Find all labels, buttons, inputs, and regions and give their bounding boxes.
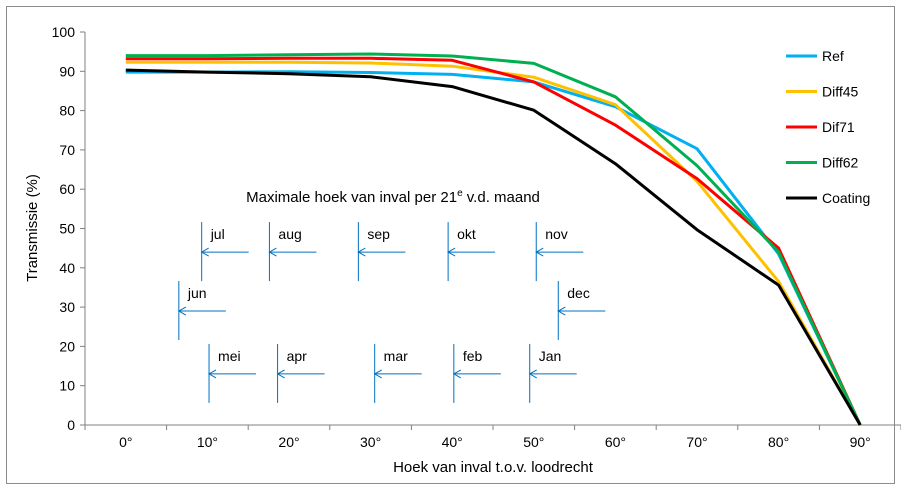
month-marker: mei [208, 343, 257, 403]
month-marker-arrow-head [528, 369, 537, 379]
series-lines [125, 52, 862, 426]
month-marker-arrow-head [557, 306, 566, 316]
month-marker: mar [373, 343, 422, 403]
month-marker: jun [177, 281, 226, 341]
y-tick-label: 90 [59, 63, 75, 79]
legend-item: Diff45 [786, 84, 859, 100]
month-marker-arrow-head [208, 369, 217, 379]
legend-item: Dif71 [786, 119, 855, 135]
y-tick-label: 50 [59, 221, 75, 237]
legend-label: Ref [822, 48, 844, 64]
series-line-diff62 [125, 52, 862, 426]
series-line-coating [125, 68, 862, 426]
y-tick-label: 20 [59, 338, 75, 354]
y-axis-label: Transmissie (%) [24, 174, 41, 282]
month-marker-arrow-head [200, 247, 209, 257]
month-marker-label: mei [218, 348, 241, 364]
month-marker-label: Jan [539, 348, 562, 364]
legend-label: Dif71 [822, 119, 855, 135]
y-tick-label: 70 [59, 142, 75, 158]
y-tick-label: 0 [67, 417, 75, 433]
x-tick-label: 50° [523, 434, 544, 450]
month-marker-label: aug [278, 226, 301, 242]
month-marker-label: okt [457, 226, 476, 242]
x-axis-label: Hoek van inval t.o.v. loodrecht [393, 459, 594, 476]
month-marker-arrow-head [177, 306, 187, 316]
y-tick-label: 80 [59, 103, 75, 119]
legend-item: Diff62 [786, 155, 859, 171]
legend: Ref Diff45 Dif71 Diff62 Coating [786, 48, 870, 206]
month-marker: sep [357, 222, 406, 282]
legend-item: Ref [786, 48, 844, 64]
month-marker-arrow-head [535, 247, 544, 257]
legend-label: Coating [822, 190, 870, 206]
month-marker: aug [268, 222, 317, 282]
x-tick-label: 30° [360, 434, 381, 450]
y-tick-label: 40 [59, 260, 75, 276]
x-tick-label: 60° [605, 434, 626, 450]
y-tick-label: 30 [59, 299, 75, 315]
series-line-dif71 [125, 56, 862, 426]
legend-label: Diff62 [822, 155, 859, 171]
month-marker-arrow-head [452, 369, 462, 379]
series-line-diff45 [125, 60, 862, 426]
y-tick-label: 100 [52, 24, 76, 40]
month-marker-arrow-head [276, 369, 285, 379]
month-marker-arrow-head [447, 247, 456, 257]
y-tick-label: 60 [59, 181, 75, 197]
month-marker: apr [276, 343, 325, 403]
month-marker-label: nov [545, 226, 568, 242]
x-tick-label: 0° [119, 434, 132, 450]
month-marker-label: mar [384, 348, 408, 364]
legend-label: Diff45 [822, 84, 859, 100]
month-marker: dec [557, 281, 606, 341]
x-tick-label: 20° [278, 434, 299, 450]
month-annotations: jul aug sep okt nov jun dec mei apr mar feb Jan [177, 222, 606, 403]
month-marker: Jan [528, 343, 577, 403]
legend-item: Coating [786, 190, 870, 206]
y-tick-label: 10 [59, 378, 75, 394]
month-marker: feb [452, 343, 501, 403]
x-tick-label: 90° [850, 434, 871, 450]
month-marker-label: feb [463, 348, 483, 364]
month-marker-label: jun [187, 285, 207, 301]
x-tick-label: 10° [197, 434, 218, 450]
month-marker-arrow-head [268, 247, 277, 257]
month-marker: okt [447, 222, 496, 282]
axes: 0 10 20 30 40 50 60 70 80 90 100 0° 10° 20° 30° 40° 50° 6… [52, 24, 901, 450]
month-marker: nov [535, 222, 584, 282]
month-marker-arrow-head [373, 369, 382, 379]
x-tick-label: 70° [686, 434, 707, 450]
x-tick-label: 40° [442, 434, 463, 450]
x-tick-label: 80° [768, 434, 789, 450]
month-marker: jul [200, 222, 249, 282]
month-marker-label: jul [210, 226, 225, 242]
month-marker-label: sep [367, 226, 390, 242]
month-marker-label: apr [287, 348, 308, 364]
month-marker-label: dec [567, 285, 590, 301]
month-marker-arrow-head [357, 247, 366, 257]
annotation-title: Maximale hoek van inval per 21e v.d. maa… [246, 188, 540, 206]
